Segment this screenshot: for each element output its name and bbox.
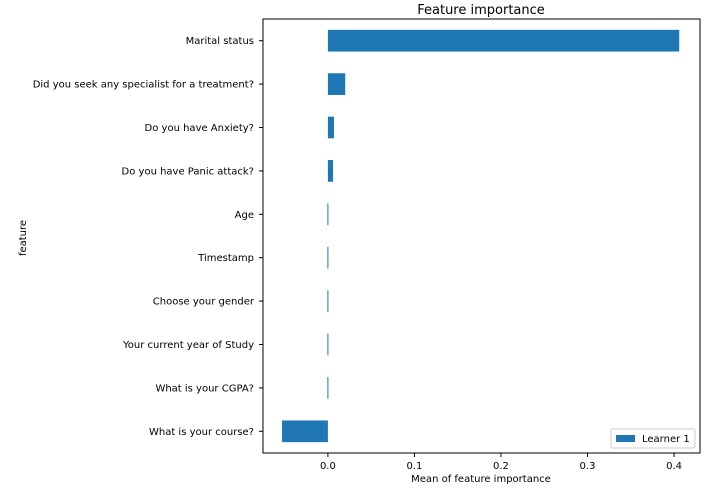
- bar-4: [327, 203, 329, 226]
- bar-3: [327, 160, 334, 182]
- plot-area-frame: [262, 18, 701, 454]
- y-tick-label: Your current year of Study: [122, 340, 254, 351]
- y-tick-label: Do you have Panic attack?: [122, 166, 254, 177]
- y-tick-label: Timestamp: [197, 253, 254, 264]
- x-tick-label: 0.0: [320, 461, 336, 472]
- x-tick-label: 0.2: [493, 461, 509, 472]
- x-tick-label: 0.3: [580, 461, 596, 472]
- y-ticks-layer: Marital status Did you seek any specialis…: [33, 36, 263, 438]
- y-axis-label: feature: [18, 220, 29, 256]
- y-tick-label: Marital status: [186, 36, 254, 47]
- y-tick-label: Choose your gender: [153, 297, 255, 308]
- bar-7: [327, 333, 329, 356]
- bars-layer: [282, 29, 680, 443]
- bar-8: [327, 377, 329, 399]
- y-tick-label: Do you have Anxiety?: [145, 123, 254, 134]
- legend: Learner 1: [610, 428, 696, 449]
- legend-box: [610, 428, 696, 449]
- y-tick-label: Age: [235, 210, 254, 221]
- bar-2: [327, 116, 334, 139]
- x-ticks-layer: 0.0 0.1 0.2 0.3 0.4: [320, 453, 682, 472]
- x-tick-label: 0.4: [666, 461, 682, 472]
- legend-label: Learner 1: [642, 434, 690, 445]
- bar-6: [327, 290, 329, 312]
- chart-title: Feature importance: [417, 3, 545, 18]
- x-axis-label: Mean of feature importance: [411, 474, 551, 485]
- bar-0: [327, 29, 680, 52]
- bar-5: [327, 246, 329, 269]
- bar-1: [327, 73, 346, 95]
- y-tick-label: What is your course?: [149, 427, 254, 438]
- y-tick-label: Did you seek any specialist for a treatm…: [33, 80, 254, 91]
- y-tick-label: What is your CGPA?: [155, 383, 254, 394]
- legend-swatch: [616, 435, 635, 442]
- bar-9: [282, 420, 328, 443]
- x-tick-label: 0.1: [406, 461, 422, 472]
